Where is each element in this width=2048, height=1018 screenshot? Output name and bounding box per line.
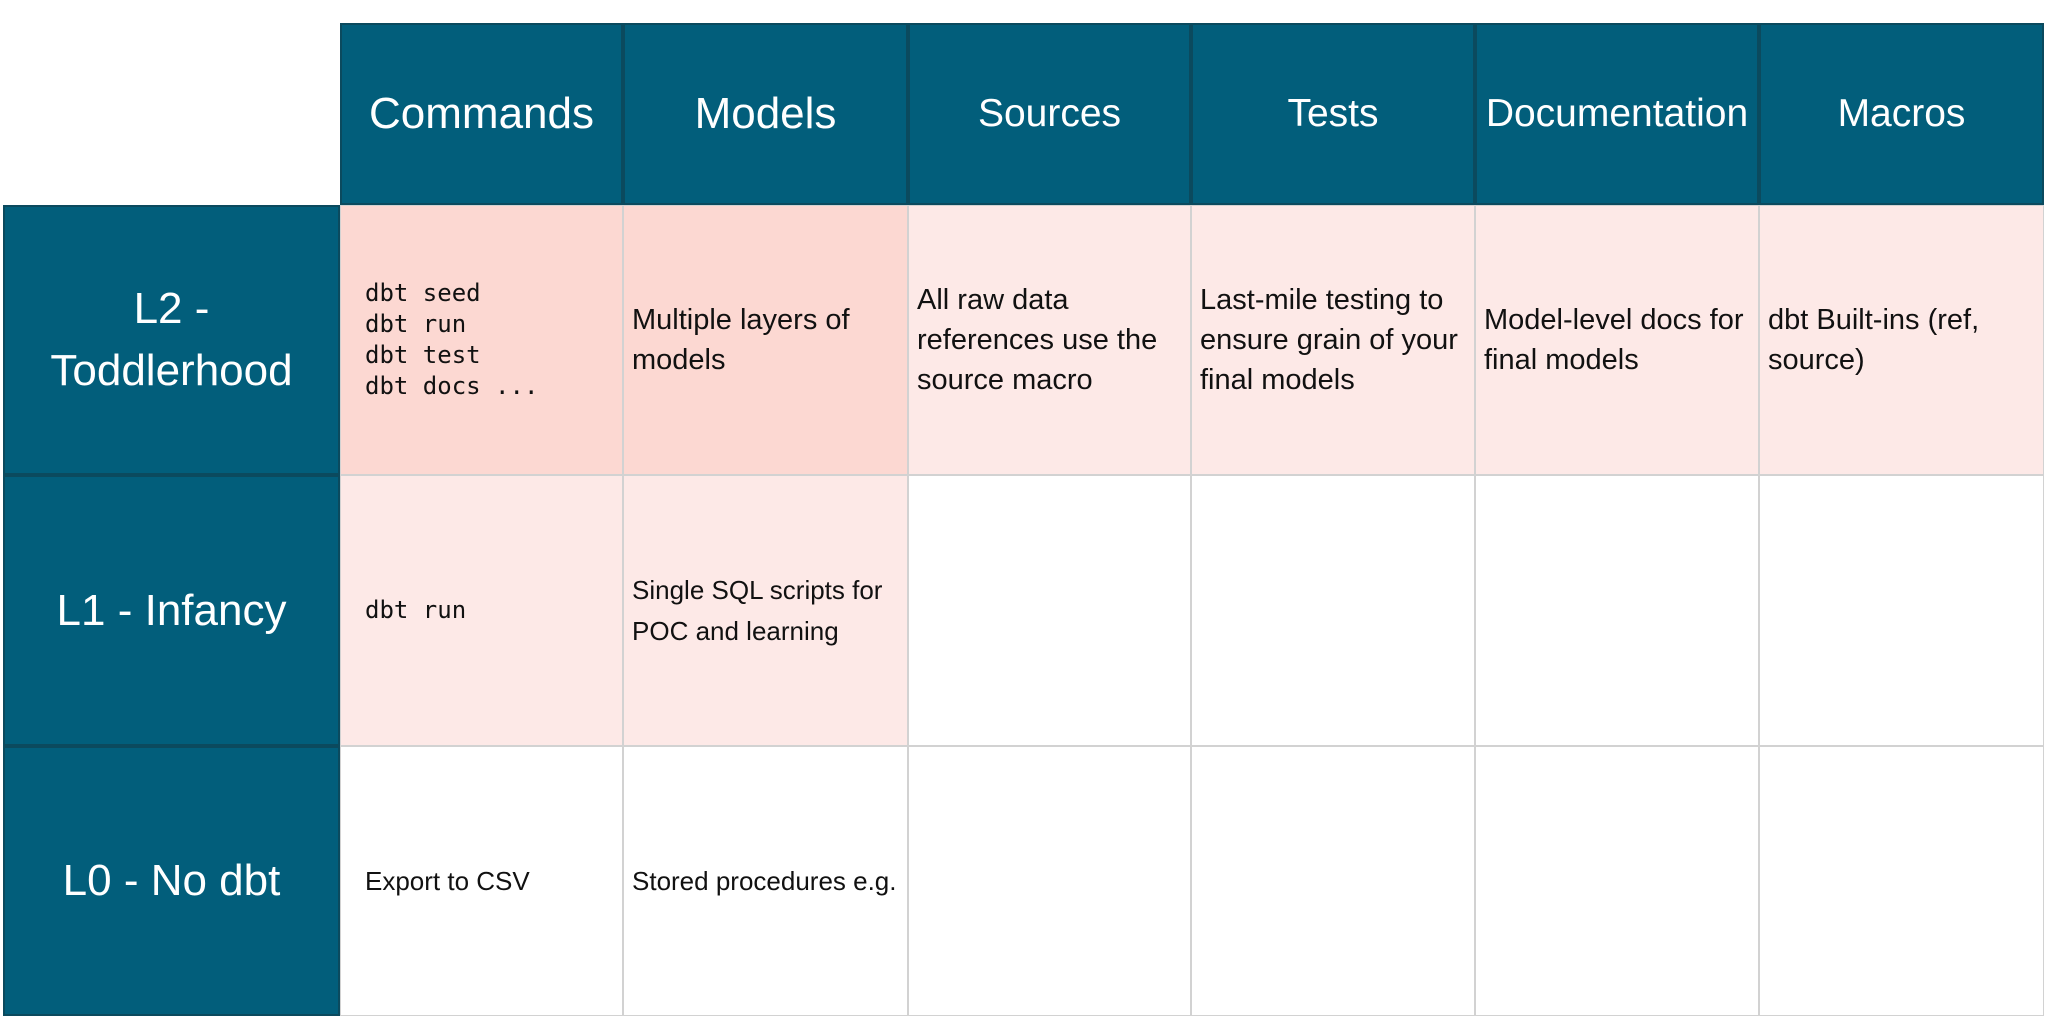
cell — [1759, 475, 2044, 746]
column-header: Commands — [340, 23, 623, 205]
cell: dbt Built-ins (ref, source) — [1759, 205, 2044, 475]
cell: dbt seed dbt run dbt test dbt docs ... — [340, 205, 623, 475]
column-header: Models — [623, 23, 908, 205]
cell: Single SQL scripts for POC and learning — [623, 475, 908, 746]
cell — [1759, 746, 2044, 1016]
maturity-table: Commands Models Sources Tests Documentat… — [3, 23, 2044, 1016]
cell — [1191, 746, 1475, 1016]
cell — [908, 475, 1191, 746]
cell — [908, 746, 1191, 1016]
cell: Model-level docs for final models — [1475, 205, 1759, 475]
cell: Export to CSV — [340, 746, 623, 1016]
cell — [1475, 475, 1759, 746]
cell — [1191, 475, 1475, 746]
cell: Stored procedures e.g. — [623, 746, 908, 1016]
column-header: Sources — [908, 23, 1191, 205]
cell: All raw data references use the source m… — [908, 205, 1191, 475]
cell: Multiple layers of models — [623, 205, 908, 475]
cell: Last-mile testing to ensure grain of you… — [1191, 205, 1475, 475]
cell — [1475, 746, 1759, 1016]
row-header: L0 - No dbt — [3, 746, 340, 1016]
column-header: Documentation — [1475, 23, 1759, 205]
corner — [3, 23, 340, 205]
row-header: L2 - Toddlerhood — [3, 205, 340, 475]
column-header: Tests — [1191, 23, 1475, 205]
cell: dbt run — [340, 475, 623, 746]
column-header: Macros — [1759, 23, 2044, 205]
row-header: L1 - Infancy — [3, 475, 340, 746]
